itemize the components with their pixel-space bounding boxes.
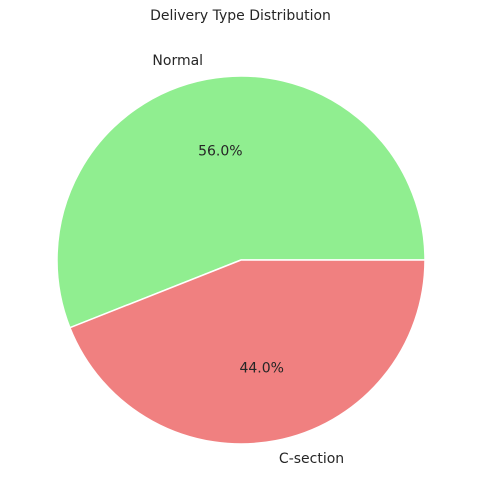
pie-slice-normal <box>56 75 426 329</box>
pie-slice-c-section <box>68 259 426 445</box>
slice-label: Normal <box>152 53 203 69</box>
slice-percent-label: 44.0% <box>239 360 283 376</box>
slice-percent-label: 56.0% <box>198 144 242 160</box>
slice-label: C-section <box>279 451 344 467</box>
chart-title: Delivery Type Distribution <box>150 8 331 24</box>
